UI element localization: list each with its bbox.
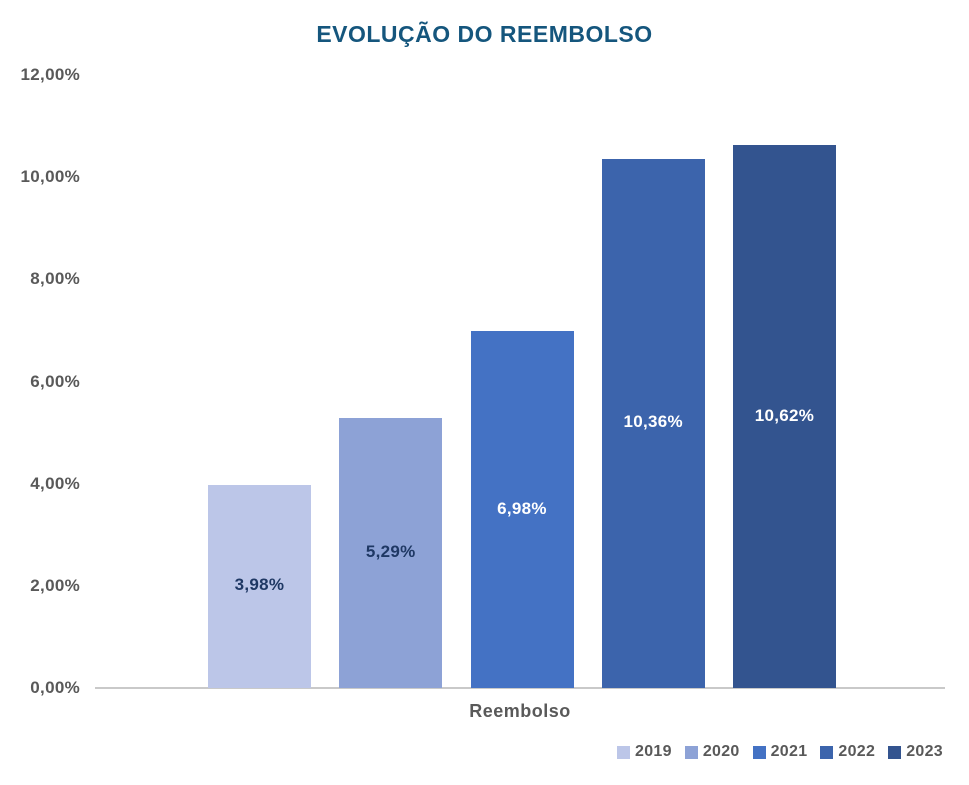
legend-swatch bbox=[820, 745, 834, 759]
y-axis-tick-label: 2,00% bbox=[30, 575, 80, 595]
legend-item-2020: 2020 bbox=[684, 743, 740, 761]
legend: 2019 2020 2021 2022 2023 bbox=[617, 743, 943, 761]
legend-item-label: 2020 bbox=[702, 743, 740, 760]
legend-item-2019: 2019 bbox=[617, 743, 672, 761]
y-axis-tick-label: 6,00% bbox=[30, 371, 80, 391]
y-axis-tick-label: 8,00% bbox=[30, 269, 80, 289]
legend-item-label: 2021 bbox=[770, 743, 808, 760]
legend-item-2021: 2021 bbox=[752, 743, 808, 761]
bar-2019 bbox=[208, 484, 311, 688]
bar-2022 bbox=[601, 158, 705, 688]
bar-value-label: 5,29% bbox=[365, 541, 416, 561]
bar-value-label: 3,98% bbox=[234, 575, 285, 595]
x-axis-line bbox=[95, 687, 945, 689]
legend-swatch bbox=[617, 745, 631, 759]
bar-value-label: 10,36% bbox=[623, 412, 683, 432]
y-axis-tick-label: 12,00% bbox=[20, 65, 80, 84]
legend-item-2023: 2023 bbox=[888, 743, 943, 761]
legend-item-label: 2019 bbox=[635, 743, 672, 760]
bar-2020 bbox=[339, 417, 443, 688]
legend-item-label: 2022 bbox=[838, 743, 876, 760]
legend-swatch bbox=[752, 745, 766, 759]
y-axis-tick-label: 4,00% bbox=[30, 473, 80, 493]
legend-swatch bbox=[888, 745, 902, 759]
x-axis-label: Reembolso bbox=[469, 701, 571, 721]
chart-title: EVOLUÇÃO DO REEMBOLSO bbox=[316, 21, 653, 47]
legend-swatch bbox=[684, 745, 698, 759]
bar-2021 bbox=[470, 331, 574, 688]
legend-item-label: 2023 bbox=[906, 743, 943, 760]
bar-value-label: 10,62% bbox=[754, 405, 815, 425]
bar-2023 bbox=[733, 145, 836, 688]
y-axis-tick-label: 0,00% bbox=[30, 678, 80, 697]
y-axis-tick-label: 10,00% bbox=[20, 167, 80, 187]
legend-item-2022: 2022 bbox=[820, 743, 875, 761]
bar-value-label: 6,98% bbox=[497, 498, 547, 518]
